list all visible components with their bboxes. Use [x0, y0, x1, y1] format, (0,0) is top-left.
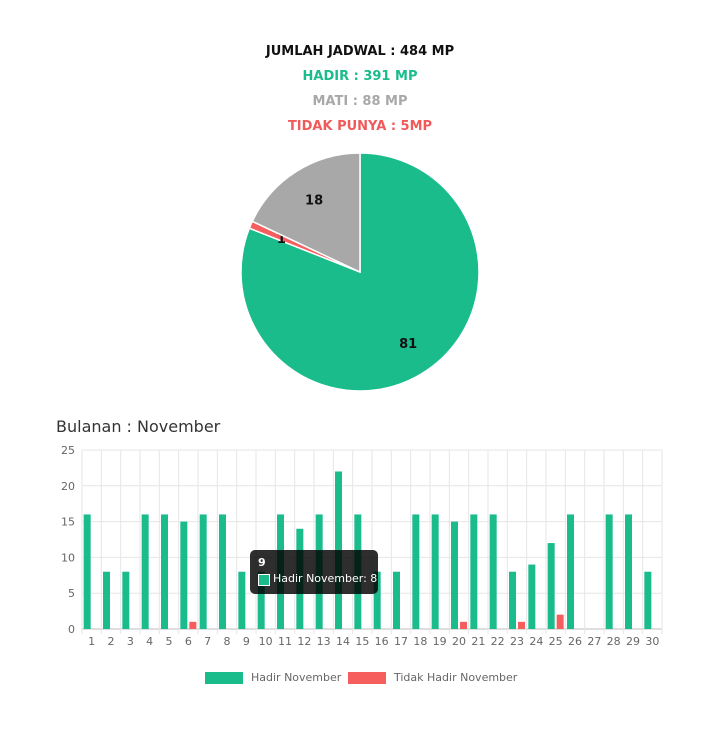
bar-hadir-10[interactable] [257, 571, 265, 629]
bar-hadir-26[interactable] [567, 514, 574, 629]
x-tick-label: 28 [607, 635, 621, 648]
pie-slice-0[interactable] [240, 152, 480, 392]
y-tick-label: 20 [61, 480, 75, 493]
y-tick-label: 15 [61, 516, 75, 529]
legend-label-hadir: Hadir November [251, 671, 342, 684]
x-tick-label: 29 [626, 635, 640, 648]
x-tick-label: 8 [224, 635, 231, 648]
x-tick-label: 19 [433, 635, 447, 648]
x-tick-label: 25 [549, 635, 563, 648]
bar-hadir-16[interactable] [373, 571, 381, 629]
legend-label-tidak-hadir: Tidak Hadir November [394, 671, 518, 684]
bar-hadir-23[interactable] [509, 571, 516, 629]
pie-slice-label-2: 18 [305, 194, 323, 209]
x-tick-label: 15 [355, 635, 369, 648]
bar-hadir-20[interactable] [451, 521, 458, 629]
bar-hadir-5[interactable] [161, 514, 168, 629]
x-tick-label: 21 [471, 635, 485, 648]
bar-hadir-4[interactable] [141, 514, 149, 629]
x-tick-label: 11 [278, 635, 292, 648]
off-label: MATI : 88 MP [312, 94, 408, 109]
x-tick-label: 23 [510, 635, 524, 648]
present-label: HADIR : 391 MP [302, 69, 418, 84]
bar-hadir-19[interactable] [431, 514, 439, 629]
x-tick-label: 13 [317, 635, 331, 648]
x-tick-label: 14 [336, 635, 350, 648]
bar-hadir-7[interactable] [199, 514, 207, 629]
legend-item-tidak-hadir[interactable]: Tidak Hadir November [348, 671, 517, 684]
x-tick-label: 1 [88, 635, 95, 648]
legend-swatch-tidak-hadir [348, 671, 386, 684]
x-tick-label: 22 [491, 635, 505, 648]
bar-hadir-22[interactable] [489, 514, 497, 629]
bar-tidak-hadir-25[interactable] [556, 614, 564, 629]
bar-tidak-hadir-23[interactable] [518, 621, 525, 629]
x-tick-label: 30 [645, 635, 659, 648]
pie-chart[interactable]: 81 1 18 [0, 0, 720, 405]
x-tick-label: 6 [185, 635, 192, 648]
bar-tidak-hadir-20[interactable] [460, 621, 467, 629]
x-tick-label: 20 [452, 635, 466, 648]
y-tick-label: 0 [68, 623, 75, 636]
bar-hadir-29[interactable] [625, 514, 632, 629]
y-tick-label: 25 [61, 444, 75, 457]
x-tick-label: 7 [204, 635, 211, 648]
bar-hadir-17[interactable] [393, 571, 400, 629]
bar-tooltip: 9 Hadir November: 8 [250, 550, 378, 594]
bar-hadir-2[interactable] [103, 571, 110, 629]
bar-hadir-1[interactable] [83, 514, 91, 629]
bar-hadir-3[interactable] [122, 571, 130, 629]
tooltip-title: 9 [258, 556, 266, 569]
bar-hadir-9[interactable] [238, 571, 246, 629]
x-tick-label: 18 [413, 635, 427, 648]
bar-hadir-6[interactable] [180, 521, 188, 629]
x-tick-label: 27 [587, 635, 601, 648]
bar-hadir-18[interactable] [412, 514, 420, 629]
y-tick-label: 5 [68, 587, 75, 600]
total-schedule-label: JUMLAH JADWAL : 484 MP [265, 44, 455, 59]
legend-swatch-hadir [205, 671, 243, 684]
tooltip-body: Hadir November: 8 [273, 572, 378, 585]
x-tick-label: 4 [146, 635, 153, 648]
bar-hadir-28[interactable] [605, 514, 613, 629]
x-tick-label: 12 [297, 635, 311, 648]
x-tick-label: 2 [108, 635, 115, 648]
bar-hadir-21[interactable] [470, 514, 478, 629]
x-tick-label: 5 [166, 635, 173, 648]
x-tick-label: 24 [529, 635, 543, 648]
bar-hadir-30[interactable] [644, 571, 652, 629]
tooltip-swatch [258, 574, 270, 586]
x-tick-label: 17 [394, 635, 408, 648]
pie-slice-label-0: 81 [399, 337, 417, 352]
pie-slice-2[interactable] [251, 152, 361, 274]
bar-tidak-hadir-6[interactable] [189, 621, 197, 629]
legend-item-hadir[interactable]: Hadir November [205, 671, 341, 684]
bar-hadir-8[interactable] [219, 514, 226, 629]
monthly-title: Bulanan : November [56, 417, 221, 436]
x-tick-label: 3 [127, 635, 134, 648]
pie-slice-label-1: 1 [277, 232, 286, 247]
x-tick-label: 26 [568, 635, 582, 648]
not-owned-label: TIDAK PUNYA : 5MP [287, 119, 433, 134]
x-tick-label: 10 [259, 635, 273, 648]
x-tick-label: 16 [375, 635, 389, 648]
bar-hadir-25[interactable] [547, 543, 555, 629]
bar-hadir-24[interactable] [528, 564, 536, 629]
x-tick-label: 9 [243, 635, 250, 648]
y-tick-label: 10 [61, 551, 75, 564]
